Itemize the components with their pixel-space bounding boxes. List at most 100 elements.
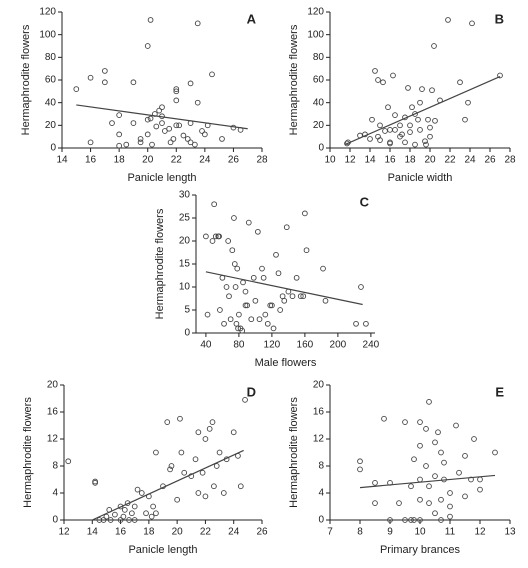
point <box>170 136 177 142</box>
point <box>232 284 239 290</box>
point <box>233 320 240 327</box>
point <box>211 201 217 208</box>
x-tick-label: 20 <box>172 527 184 538</box>
point <box>412 141 418 148</box>
y-tick-label: 100 <box>307 29 324 40</box>
point <box>231 261 238 267</box>
point <box>237 483 244 490</box>
x-tick-label: 14 <box>364 155 376 166</box>
point <box>203 233 209 240</box>
y-tick-label: 80 <box>45 52 57 63</box>
point <box>392 127 398 133</box>
y-tick-label: 20 <box>45 120 57 131</box>
y-tick-label: 16 <box>47 407 59 418</box>
point <box>120 513 127 520</box>
x-tick-label: 16 <box>85 155 97 166</box>
x-tick-label: 22 <box>171 155 183 166</box>
x-tick-label: 22 <box>200 527 212 538</box>
fit-line <box>205 271 363 306</box>
y-tick-label: 120 <box>307 7 324 18</box>
point <box>202 493 209 500</box>
point <box>209 419 216 425</box>
point <box>264 320 271 327</box>
point <box>87 74 94 81</box>
x-tick-label: 12 <box>474 527 486 538</box>
point <box>195 429 202 436</box>
point <box>216 449 223 456</box>
panel-letter: D <box>247 384 256 399</box>
point <box>178 449 185 456</box>
point <box>453 422 459 429</box>
point <box>248 316 255 323</box>
y-tick-label: 20 <box>179 236 191 247</box>
point <box>144 131 151 138</box>
point <box>462 493 468 500</box>
point <box>432 473 438 479</box>
point <box>445 17 451 23</box>
point <box>497 72 503 79</box>
point <box>173 86 180 92</box>
point <box>387 140 393 147</box>
point <box>148 513 155 520</box>
point <box>408 517 414 523</box>
point <box>353 320 359 327</box>
x-axis-label: Panicle width <box>388 172 453 184</box>
point <box>199 469 206 476</box>
point <box>377 137 383 143</box>
fit-line <box>344 76 501 146</box>
point <box>423 141 429 148</box>
point <box>411 517 417 523</box>
point <box>173 122 180 129</box>
point <box>223 284 230 290</box>
point <box>372 500 378 506</box>
point <box>423 463 429 469</box>
x-axis-label: Panicle length <box>128 544 197 556</box>
point <box>112 511 118 518</box>
point <box>102 68 108 74</box>
x-tick-label: 80 <box>233 340 245 351</box>
x-tick-label: 8 <box>357 527 363 538</box>
point <box>375 77 381 83</box>
point <box>134 486 141 493</box>
point <box>164 419 171 425</box>
point <box>405 85 411 91</box>
point <box>300 293 307 300</box>
point <box>369 116 375 123</box>
point <box>159 120 165 126</box>
point <box>236 311 242 318</box>
y-tick-label: 60 <box>313 75 325 86</box>
point <box>438 449 444 456</box>
x-axis-label: Male flowers <box>255 357 317 369</box>
point <box>109 120 115 126</box>
point <box>422 138 428 145</box>
point <box>216 233 222 240</box>
point <box>213 463 220 469</box>
y-axis-label: Hermaphrodite flowers <box>22 397 34 508</box>
point <box>408 483 414 490</box>
x-tick-label: 12 <box>58 527 70 538</box>
point <box>166 125 172 132</box>
point <box>181 469 188 476</box>
point <box>381 415 387 422</box>
panel-letter: E <box>495 384 504 399</box>
point <box>392 112 398 118</box>
point <box>432 439 438 446</box>
point <box>297 293 304 300</box>
point <box>269 302 275 309</box>
point <box>426 399 432 405</box>
point <box>425 116 431 123</box>
point <box>432 117 438 124</box>
point <box>144 43 151 49</box>
point <box>180 132 187 139</box>
x-tick-label: 24 <box>199 155 211 166</box>
x-axis-label: Panicle length <box>127 172 196 184</box>
point <box>417 496 423 503</box>
point <box>153 449 159 456</box>
point <box>227 316 234 323</box>
x-tick-label: 24 <box>464 155 476 166</box>
point <box>130 120 137 126</box>
point <box>426 483 432 490</box>
point <box>465 99 471 106</box>
point <box>117 517 124 523</box>
point <box>447 513 453 520</box>
